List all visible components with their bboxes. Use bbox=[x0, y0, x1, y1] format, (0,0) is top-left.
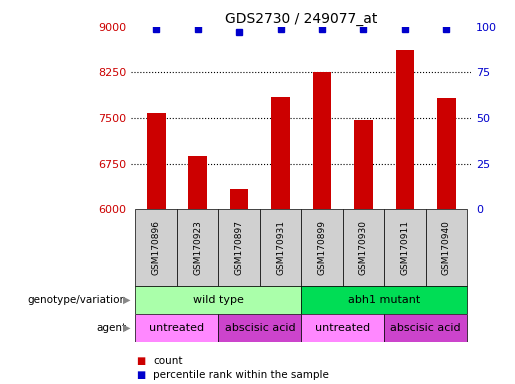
Bar bbox=[437, 98, 456, 384]
Text: GSM170911: GSM170911 bbox=[400, 220, 409, 275]
Bar bbox=[313, 72, 331, 384]
Text: ■: ■ bbox=[136, 356, 146, 366]
Text: GSM170930: GSM170930 bbox=[359, 220, 368, 275]
Text: wild type: wild type bbox=[193, 295, 244, 305]
Text: untreated: untreated bbox=[149, 323, 204, 333]
Bar bbox=[135, 209, 177, 286]
Text: genotype/variation: genotype/variation bbox=[27, 295, 126, 305]
Bar bbox=[135, 314, 218, 342]
Bar bbox=[260, 209, 301, 286]
Text: GSM170940: GSM170940 bbox=[442, 220, 451, 275]
Text: percentile rank within the sample: percentile rank within the sample bbox=[153, 370, 329, 380]
Bar bbox=[301, 286, 467, 314]
Title: GDS2730 / 249077_at: GDS2730 / 249077_at bbox=[225, 12, 377, 26]
Text: GSM170931: GSM170931 bbox=[276, 220, 285, 275]
Bar bbox=[342, 209, 384, 286]
Text: GSM170923: GSM170923 bbox=[193, 220, 202, 275]
Bar bbox=[147, 113, 165, 384]
Bar bbox=[301, 314, 384, 342]
Text: GSM170897: GSM170897 bbox=[235, 220, 244, 275]
Bar bbox=[384, 209, 425, 286]
Text: untreated: untreated bbox=[315, 323, 370, 333]
Bar bbox=[188, 156, 207, 384]
Bar bbox=[177, 209, 218, 286]
Text: abscisic acid: abscisic acid bbox=[225, 323, 295, 333]
Text: agent: agent bbox=[96, 323, 126, 333]
Text: abh1 mutant: abh1 mutant bbox=[348, 295, 420, 305]
Text: GSM170899: GSM170899 bbox=[318, 220, 327, 275]
Bar bbox=[218, 209, 260, 286]
Bar bbox=[230, 189, 248, 384]
Text: ▶: ▶ bbox=[123, 295, 130, 305]
Bar bbox=[135, 286, 301, 314]
Bar bbox=[271, 97, 290, 384]
Text: GSM170896: GSM170896 bbox=[152, 220, 161, 275]
Text: count: count bbox=[153, 356, 182, 366]
Bar bbox=[425, 209, 467, 286]
Bar bbox=[384, 314, 467, 342]
Text: ■: ■ bbox=[136, 370, 146, 380]
Bar bbox=[354, 120, 373, 384]
Text: ▶: ▶ bbox=[123, 323, 130, 333]
Bar bbox=[218, 314, 301, 342]
Bar bbox=[396, 50, 414, 384]
Text: abscisic acid: abscisic acid bbox=[390, 323, 461, 333]
Bar bbox=[301, 209, 342, 286]
